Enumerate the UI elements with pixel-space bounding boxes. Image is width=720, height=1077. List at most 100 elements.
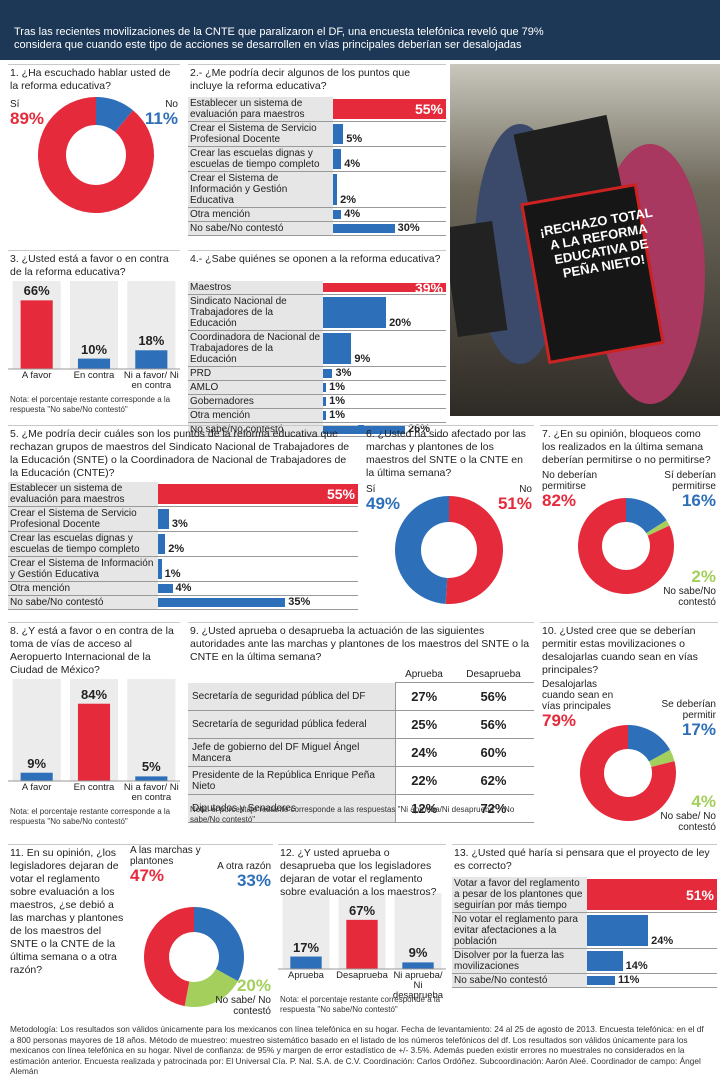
bar-row: PRD 3% xyxy=(188,367,446,381)
category-label: No sabe/No contestó xyxy=(452,974,587,987)
panel-title: 10. ¿Usted cree que se deberían permitir… xyxy=(542,625,698,676)
category-label: Crear las escuelas dignas y escuelas de … xyxy=(8,532,158,556)
row-label: Secretaría de seguridad pública del DF xyxy=(188,682,396,711)
panel: 9% A favor 84% En contra 5% Ni a favor/ Ni en… xyxy=(8,622,180,834)
slice-label: Sí 49% xyxy=(366,484,424,513)
donut-slice xyxy=(628,725,671,762)
donut-slice xyxy=(144,907,194,1007)
value-label: 24% xyxy=(651,935,674,947)
value-label: 39% xyxy=(414,279,443,296)
bar-row: Crear el Sistema de Información y Gestió… xyxy=(188,172,446,208)
value-label: 17% xyxy=(681,720,716,739)
bar-row: No votar el reglamento para evitar afect… xyxy=(452,913,717,949)
category-label: Ni a favor/ Ni en contra xyxy=(123,370,179,391)
value-label: 10% xyxy=(80,341,108,357)
value-label: 2% xyxy=(340,194,356,206)
bar xyxy=(135,350,168,369)
bar-area: 55% xyxy=(333,97,446,121)
category-label: Otra mención xyxy=(8,582,158,595)
bar-area: 51% xyxy=(587,877,717,912)
bar xyxy=(333,149,342,169)
bar xyxy=(323,297,387,328)
bar-row: No sabe/No contestó 11% xyxy=(452,974,717,988)
bar-area: 30% xyxy=(333,222,446,235)
bar xyxy=(158,584,173,593)
panel-title: 2.- ¿Me podría decir algunos de los punt… xyxy=(190,67,411,92)
value-label: 1% xyxy=(329,381,346,393)
panel: Aprueba Desaprueba Secretaría de seguridad… xyxy=(188,622,534,834)
category-label: Disolver por la fuerza las movilizacione… xyxy=(452,949,587,973)
row-label: Secretaría de seguridad pública federal xyxy=(188,710,396,739)
value-label: 5% xyxy=(346,133,363,145)
value-label: 66% xyxy=(23,283,50,299)
value-label: 9% xyxy=(354,353,371,365)
data-table: Aprueba Desaprueba Secretaría de seguridad… xyxy=(188,667,534,823)
row-label: Presidente de la República Enrique Peña … xyxy=(188,766,396,795)
panel: Maestros 39% Sindicato Nacional de Trabaja… xyxy=(188,250,446,437)
slice-label: Se deberían permitir 17% xyxy=(640,699,717,739)
category-label: Crear el Sistema de Servicio Profesional… xyxy=(188,122,333,146)
slice-label: No deberían permitirse 82% xyxy=(542,470,622,510)
value-label: 20% xyxy=(236,976,271,995)
value-cell: 12% xyxy=(411,801,438,816)
value-cell: 56% xyxy=(480,689,507,704)
donut-slice xyxy=(580,725,676,821)
category-label: No xyxy=(519,484,532,495)
category-label: Otra mención xyxy=(188,409,323,422)
bar-row: Establecer un sistema de evaluación para… xyxy=(8,482,358,507)
slice-label: 4% No sabe/ No contestó xyxy=(640,793,716,834)
bar-row: Crear el Sistema de Información y Gestió… xyxy=(8,557,358,582)
category-label: Sí deberían permitirse xyxy=(664,470,716,492)
category-label: Desaprueba xyxy=(336,970,388,981)
row-label: Jefe de gobierno del DF Miguel Ángel Man… xyxy=(188,738,396,767)
panel-title: 1. ¿Ha escuchado hablar usted de la refo… xyxy=(10,67,171,92)
value-label: 3% xyxy=(335,367,352,379)
category-label: No xyxy=(165,99,178,110)
category-label: Crear el Sistema de Información y Gestió… xyxy=(8,557,158,581)
column-header: Desaprueba xyxy=(452,667,534,683)
value-label: 11% xyxy=(618,974,640,986)
value-label: 16% xyxy=(681,491,716,510)
bar-area: 9% xyxy=(323,331,446,366)
category-label: No sabe/No contestó xyxy=(8,596,158,609)
value-label: 18% xyxy=(138,333,165,349)
value-label: 82% xyxy=(542,491,577,510)
bar-area: 1% xyxy=(323,381,446,394)
value-label: 1% xyxy=(329,409,346,421)
bar xyxy=(77,703,111,781)
bar-row: Coordinadora de Nacional de Trabajadores… xyxy=(188,331,446,367)
panel-title: 11. En su opinión, ¿los legisladores dej… xyxy=(10,847,124,976)
bar-rows: Maestros 39% Sindicato Nacional de Trabaja… xyxy=(188,279,446,437)
panel-title: 7. ¿En su opinión, bloqueos como los rea… xyxy=(542,428,711,466)
bar-area: 11% xyxy=(587,974,717,987)
value-label: 20% xyxy=(389,317,412,329)
value-label: 3% xyxy=(171,518,188,530)
note: Nota: el porcentaje restante corresponde… xyxy=(10,395,171,414)
donut-slice xyxy=(626,498,667,534)
slice-label: 20% No sabe/ No contestó xyxy=(196,976,271,1018)
bar xyxy=(333,99,446,119)
bar-row: Otra mención 1% xyxy=(188,409,446,423)
value-label: 2% xyxy=(168,543,185,555)
donut-slice xyxy=(194,907,245,982)
category-label: Establecer un sistema de evaluación para… xyxy=(8,482,158,506)
value-label: 51% xyxy=(497,494,532,513)
category-label: Votar a favor del reglamento a pesar de … xyxy=(452,877,587,912)
value-cell: 22% xyxy=(411,773,438,788)
category-label: Sí xyxy=(366,484,376,495)
bar-area: 3% xyxy=(158,507,358,531)
bar-row: No sabe/No contestó 26% xyxy=(188,423,446,437)
donut xyxy=(578,498,674,594)
bar-row: Disolver por la fuerza las movilizacione… xyxy=(452,949,717,974)
category-label: Maestros xyxy=(188,281,323,294)
category-label: PRD xyxy=(188,367,323,380)
panel: Establecer un sistema de evaluación para… xyxy=(188,64,446,236)
bar xyxy=(587,976,616,985)
category-label: No sabe/No contestó xyxy=(188,222,333,235)
value-label: 35% xyxy=(288,596,311,608)
slice-label: Sí deberían permitirse 16% xyxy=(636,470,716,510)
value-label: 47% xyxy=(130,866,165,885)
donut-slice xyxy=(394,496,449,604)
bar xyxy=(77,358,111,369)
column-bg xyxy=(127,679,176,781)
